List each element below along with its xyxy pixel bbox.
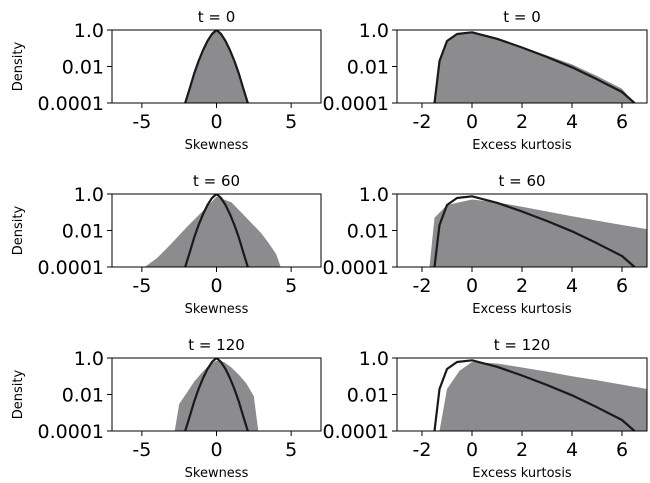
x-tick-label: 6 <box>616 111 628 133</box>
x-tick-label: 0 <box>210 439 222 461</box>
x-tick-label: 0 <box>210 275 222 297</box>
x-tick-label: -2 <box>413 111 432 133</box>
y-tick-label: 0.0001 <box>38 421 104 443</box>
x-tick-label: 2 <box>516 275 528 297</box>
y-tick-label: 1.0 <box>359 20 389 42</box>
y-tick-label: 0.01 <box>62 221 104 243</box>
x-tick-label: -5 <box>132 439 151 461</box>
y-tick-label: 0.01 <box>347 221 389 243</box>
y-tick-label: 0.0001 <box>323 93 389 115</box>
x-axis-label: Excess kurtosis <box>472 302 572 317</box>
y-tick-label: 0.01 <box>347 57 389 79</box>
y-axis-label: Density <box>11 369 26 419</box>
y-tick-label: 1.0 <box>74 20 104 42</box>
subplot-5: -5 0 5 1.0 0.01 0.0001 t = 120 Skewness Density <box>11 336 322 481</box>
density-line <box>184 30 249 103</box>
x-tick-label: 5 <box>285 275 297 297</box>
y-tick-label: 1.0 <box>359 348 389 370</box>
x-axis-label: Skewness <box>185 302 249 317</box>
plot-area <box>144 194 281 267</box>
y-tick-label: 0.01 <box>62 57 104 79</box>
x-tick-label: 2 <box>516 111 528 133</box>
x-tick-label: 0 <box>466 439 478 461</box>
x-tick-label: 5 <box>285 111 297 133</box>
subplot-2: -2 0 2 4 6 1.0 0.01 0.0001 t = 0 Excess kurtosis <box>323 8 648 153</box>
histogram-area <box>439 362 647 431</box>
density-line <box>433 195 636 267</box>
x-tick-label: -5 <box>132 111 151 133</box>
histogram-area <box>185 30 248 103</box>
x-tick-label: 2 <box>516 439 528 461</box>
x-tick-label: -2 <box>413 275 432 297</box>
y-tick-label: 0.0001 <box>323 257 389 279</box>
x-tick-label: 4 <box>566 275 578 297</box>
subplot-6: -2 0 2 4 6 1.0 0.01 0.0001 t = 120 Excess kurtosi… <box>323 336 648 481</box>
x-tick-label: -2 <box>413 439 432 461</box>
y-axis-label: Density <box>11 41 26 91</box>
plot-area <box>174 358 259 431</box>
subplot-title: t = 60 <box>193 172 240 190</box>
x-axis-label: Skewness <box>185 466 249 481</box>
subplot-1: -5 0 5 1.0 0.01 0.0001 t = 0 Skewness Density <box>11 8 322 153</box>
plot-area <box>429 195 647 267</box>
histogram-area <box>434 32 635 103</box>
plot-area <box>433 359 647 431</box>
y-tick-label: 0.0001 <box>323 421 389 443</box>
x-tick-label: 4 <box>566 111 578 133</box>
y-tick-label: 0.0001 <box>38 257 104 279</box>
subplot-title: t = 0 <box>198 8 236 26</box>
x-axis-label: Excess kurtosis <box>472 466 572 481</box>
subplot-title: t = 0 <box>503 8 541 26</box>
x-tick-label: 4 <box>566 439 578 461</box>
x-tick-label: 0 <box>466 111 478 133</box>
y-tick-label: 1.0 <box>74 348 104 370</box>
density-line <box>433 359 636 431</box>
subplot-3: -5 0 5 1.0 0.01 0.0001 t = 60 Skewness Density <box>11 172 322 317</box>
histogram-area <box>144 196 281 267</box>
density-line <box>433 31 636 103</box>
histogram-area <box>174 360 259 431</box>
plot-area <box>184 30 249 103</box>
subplot-title: t = 120 <box>188 336 245 354</box>
x-tick-label: 0 <box>210 111 222 133</box>
x-tick-label: 6 <box>616 439 628 461</box>
y-tick-label: 0.01 <box>347 385 389 407</box>
x-tick-label: 0 <box>466 275 478 297</box>
histogram-area <box>429 199 647 267</box>
subplot-title: t = 60 <box>498 172 545 190</box>
y-tick-label: 1.0 <box>359 184 389 206</box>
density-line <box>184 358 249 431</box>
plot-area <box>433 31 636 103</box>
subplot-title: t = 120 <box>494 336 551 354</box>
x-axis-label: Excess kurtosis <box>472 138 572 153</box>
y-tick-label: 1.0 <box>74 184 104 206</box>
density-line <box>184 194 249 267</box>
x-tick-label: -5 <box>132 275 151 297</box>
subplot-4: -2 0 2 4 6 1.0 0.01 0.0001 t = 60 Excess kurtosis <box>323 172 648 317</box>
x-tick-label: 5 <box>285 439 297 461</box>
y-tick-label: 0.01 <box>62 385 104 407</box>
y-tick-label: 0.0001 <box>38 93 104 115</box>
x-tick-label: 6 <box>616 275 628 297</box>
y-axis-label: Density <box>11 205 26 255</box>
x-axis-label: Skewness <box>185 138 249 153</box>
